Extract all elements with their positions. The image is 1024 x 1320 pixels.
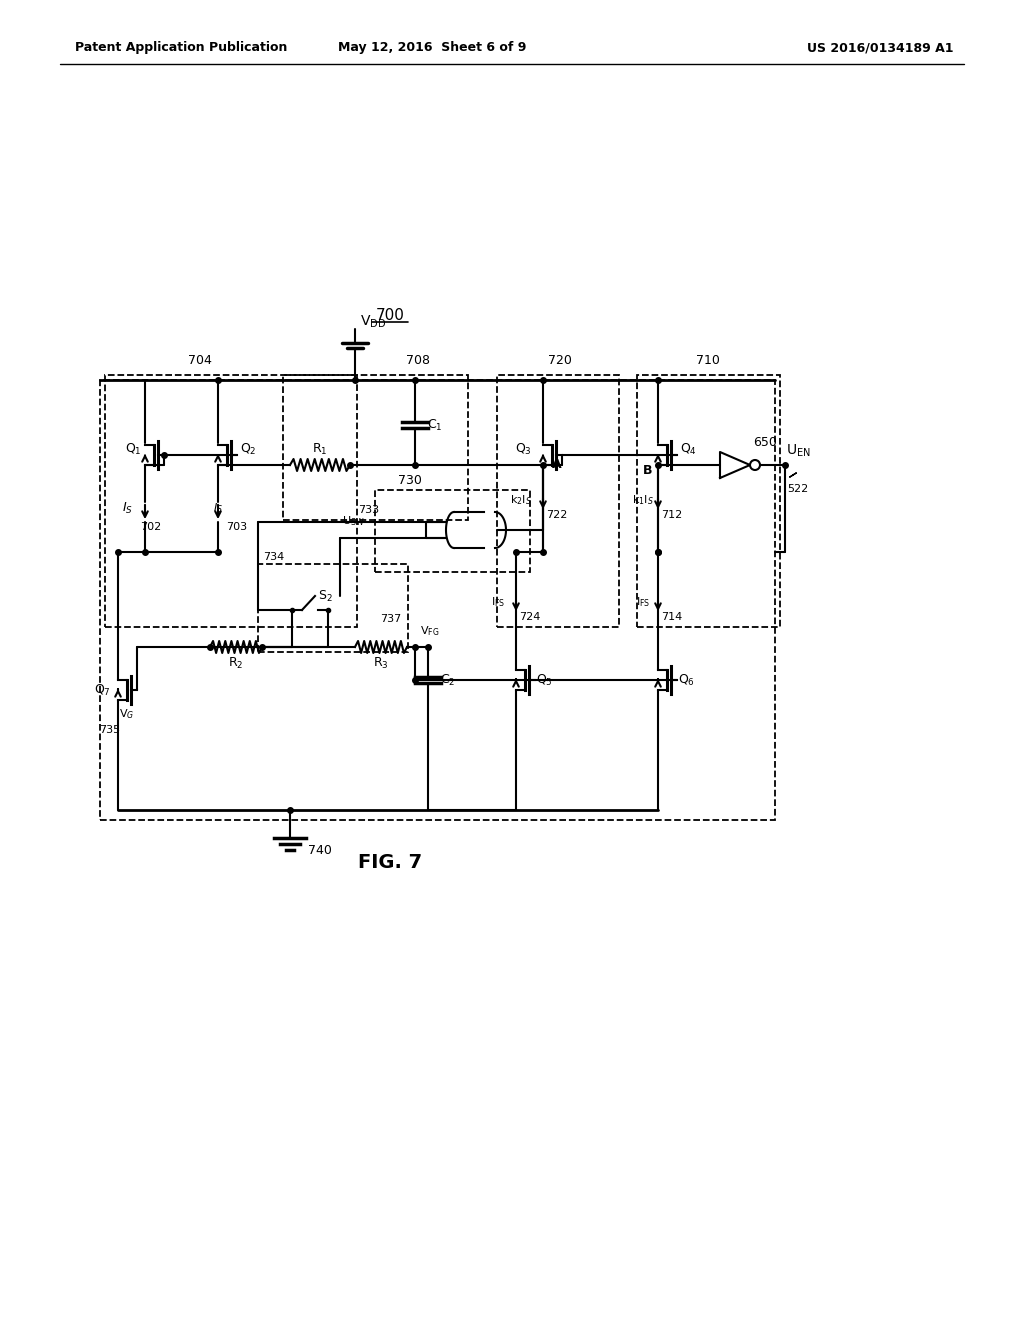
Text: C$_1$: C$_1$	[427, 417, 442, 433]
Text: May 12, 2016  Sheet 6 of 9: May 12, 2016 Sheet 6 of 9	[338, 41, 526, 54]
Text: 522: 522	[787, 484, 809, 494]
Text: 704: 704	[188, 354, 212, 367]
Text: 735: 735	[99, 725, 121, 735]
Text: 650: 650	[753, 436, 777, 449]
Bar	[258, 564, 408, 652]
Bar	[105, 375, 357, 627]
Text: FIG. 7: FIG. 7	[358, 853, 422, 871]
Text: Q$_1$: Q$_1$	[125, 441, 141, 457]
Text: I$_\mathregular{FS}$: I$_\mathregular{FS}$	[636, 595, 650, 609]
Text: Q$_4$: Q$_4$	[680, 441, 696, 457]
Text: V$_G$: V$_G$	[120, 708, 135, 721]
Text: Q$_6$: Q$_6$	[678, 672, 694, 688]
Text: 730: 730	[398, 474, 422, 487]
Text: U$_\mathregular{EN}$: U$_\mathregular{EN}$	[785, 442, 810, 459]
Text: 702: 702	[140, 521, 161, 532]
Text: 740: 740	[308, 843, 332, 857]
Text: V$_\mathregular{FG}$: V$_\mathregular{FG}$	[420, 624, 439, 638]
Text: 700: 700	[376, 308, 404, 322]
Text: 720: 720	[548, 354, 572, 367]
Bar	[375, 490, 530, 572]
Text: V$_\mathregular{DD}$: V$_\mathregular{DD}$	[360, 314, 386, 330]
Bar	[497, 375, 618, 627]
Bar	[283, 375, 468, 520]
Text: U$_\mathregular{SW}$: U$_\mathregular{SW}$	[342, 513, 365, 528]
Text: 724: 724	[519, 612, 541, 622]
Text: k$_2$I$_S$: k$_2$I$_S$	[510, 494, 531, 507]
Text: R$_1$: R$_1$	[312, 441, 328, 457]
Text: S$_2$: S$_2$	[318, 589, 333, 603]
Text: R$_2$: R$_2$	[228, 656, 244, 671]
Text: k$_1$I$_S$: k$_1$I$_S$	[632, 494, 654, 507]
Text: 734: 734	[263, 552, 285, 562]
Text: 733: 733	[358, 506, 379, 515]
Text: Patent Application Publication: Patent Application Publication	[75, 41, 288, 54]
Text: B: B	[643, 465, 652, 478]
Text: 710: 710	[696, 354, 720, 367]
Text: A: A	[552, 458, 562, 471]
Text: 722: 722	[546, 510, 567, 520]
Text: Q$_2$: Q$_2$	[240, 441, 256, 457]
Text: Q$_7$: Q$_7$	[93, 682, 111, 697]
Text: 703: 703	[226, 521, 247, 532]
Text: 737: 737	[380, 614, 401, 624]
Text: R$_3$: R$_3$	[373, 656, 389, 671]
Bar	[637, 375, 780, 627]
Text: 712: 712	[662, 510, 682, 520]
Text: Q$_3$: Q$_3$	[515, 441, 531, 457]
Bar	[100, 380, 775, 820]
Text: $I_S$: $I_S$	[122, 500, 132, 516]
Text: $I_S$: $I_S$	[213, 502, 223, 515]
Text: US 2016/0134189 A1: US 2016/0134189 A1	[807, 41, 953, 54]
Text: 714: 714	[662, 612, 682, 622]
Text: Q$_5$: Q$_5$	[536, 672, 552, 688]
Text: I$_\mathregular{FS}$: I$_\mathregular{FS}$	[490, 595, 505, 609]
Text: 708: 708	[406, 354, 430, 367]
Text: C$_2$: C$_2$	[440, 672, 456, 688]
